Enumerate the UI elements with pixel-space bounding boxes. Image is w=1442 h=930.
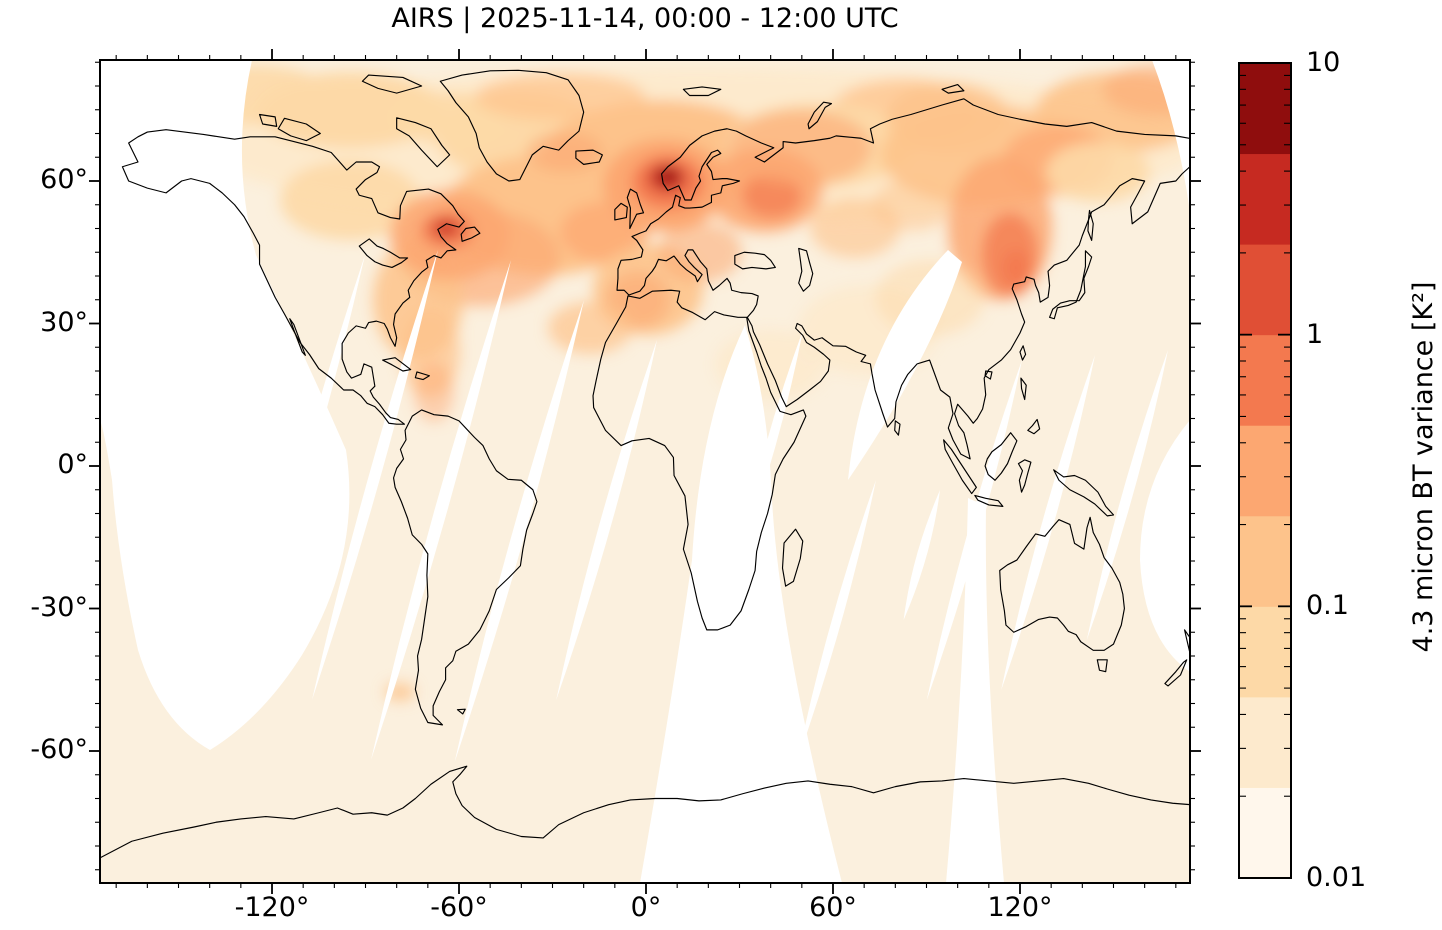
x-tick-label: -120° bbox=[234, 892, 310, 923]
no-data-region bbox=[100, 60, 350, 750]
colorbar-segment bbox=[1239, 63, 1291, 155]
coastline-europe-islands-seas bbox=[615, 85, 964, 292]
coastline-greenland-iceland bbox=[440, 70, 602, 181]
coastline-asia-islands bbox=[895, 210, 1114, 515]
no-data-swath-gap bbox=[926, 360, 1022, 700]
no-data-swath-gap bbox=[903, 490, 940, 620]
x-tick-label: -60° bbox=[430, 892, 488, 923]
coastline-antarctica bbox=[100, 766, 1191, 858]
x-tick-label: 60° bbox=[809, 892, 857, 923]
heat-blob bbox=[886, 83, 1010, 153]
coastline-africa bbox=[593, 290, 806, 630]
no-data-swath-gap bbox=[267, 555, 305, 690]
colorbar-segment bbox=[1239, 696, 1291, 788]
coastline-eurasia bbox=[617, 99, 1202, 459]
no-data-regions bbox=[100, 60, 1190, 883]
heat-blob bbox=[1046, 142, 1150, 202]
colorbar-tick-label: 0.01 bbox=[1306, 862, 1367, 893]
colorbar-segment bbox=[1239, 425, 1291, 517]
colorbar-tick-label: 1 bbox=[1306, 319, 1324, 350]
heat-blob bbox=[1003, 250, 1029, 286]
figure-title: AIRS | 2025-11-14, 00:00 - 12:00 UTC bbox=[391, 3, 899, 34]
y-tick-label: 60° bbox=[40, 164, 88, 195]
heat-blob bbox=[658, 169, 678, 183]
heat-blob bbox=[658, 222, 742, 282]
y-tick-label: -30° bbox=[30, 592, 88, 623]
colorbar-segment bbox=[1239, 787, 1291, 879]
heat-blob bbox=[728, 110, 872, 186]
no-data-swath-gap bbox=[257, 255, 365, 640]
no-data-region bbox=[1152, 60, 1190, 212]
heat-blob bbox=[280, 160, 420, 240]
heat-blob bbox=[872, 179, 952, 231]
no-data-region bbox=[946, 498, 1004, 883]
colorbar-axis-label: 4.3 micron BT variance [K²] bbox=[1408, 281, 1440, 653]
coastline-australia-nz bbox=[1000, 517, 1200, 686]
heat-blob bbox=[433, 219, 459, 237]
no-data-region bbox=[640, 325, 842, 883]
y-tick-label: 0° bbox=[57, 449, 88, 480]
colorbar-segment bbox=[1239, 334, 1291, 426]
y-tick-label: -60° bbox=[30, 734, 88, 765]
no-data-swath-gap bbox=[797, 480, 876, 760]
no-data-swath-gap bbox=[454, 300, 584, 762]
plot-border bbox=[99, 59, 1191, 884]
colorbar-tick-label: 10 bbox=[1306, 47, 1341, 78]
no-data-swath-gap bbox=[556, 340, 657, 700]
coastline-south-america bbox=[394, 410, 537, 725]
heat-blob bbox=[414, 362, 454, 422]
colorbar-segment bbox=[1239, 153, 1291, 245]
no-data-region bbox=[848, 250, 962, 480]
x-tick-label: 0° bbox=[630, 892, 662, 923]
heat-blob bbox=[548, 302, 632, 354]
colorbar-segment bbox=[1239, 515, 1291, 607]
colorbar-tick-label: 0.1 bbox=[1306, 590, 1349, 621]
coastline-north-america bbox=[122, 130, 464, 425]
colorbar-border bbox=[1238, 62, 1292, 879]
no-data-swath-gap bbox=[312, 250, 438, 700]
colorbar-segment bbox=[1239, 244, 1291, 336]
coastline-islands-na bbox=[260, 75, 480, 379]
no-data-region bbox=[1140, 420, 1190, 672]
x-tick-label: 120° bbox=[987, 892, 1053, 923]
no-data-swath-gap bbox=[371, 260, 511, 760]
heat-blob bbox=[475, 73, 645, 121]
heat-blob bbox=[527, 132, 603, 172]
coastlines bbox=[100, 70, 1202, 858]
no-data-swath-gap bbox=[1001, 355, 1095, 690]
map-area bbox=[100, 60, 1202, 883]
no-data-swath-gap bbox=[738, 330, 803, 560]
colorbar-segment bbox=[1239, 606, 1291, 698]
no-data-swath-gap bbox=[1086, 350, 1168, 640]
colorbar bbox=[1239, 63, 1291, 879]
y-tick-label: 30° bbox=[40, 307, 88, 338]
